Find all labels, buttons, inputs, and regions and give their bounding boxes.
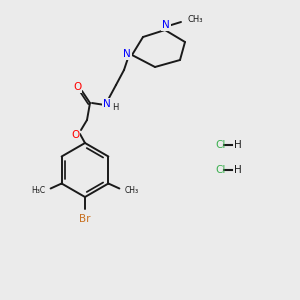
Text: CH₃: CH₃ [187,16,203,25]
Text: Cl: Cl [215,140,225,150]
Text: Cl: Cl [215,165,225,175]
Text: H: H [234,140,242,150]
Text: H: H [112,103,118,112]
Text: O: O [73,82,81,92]
Text: H₃C: H₃C [32,186,46,195]
Text: N: N [162,20,170,30]
Text: N: N [103,99,111,109]
Text: O: O [71,130,79,140]
Text: Br: Br [79,214,91,224]
Text: H: H [234,165,242,175]
Text: N: N [123,49,131,59]
Text: CH₃: CH₃ [124,186,139,195]
